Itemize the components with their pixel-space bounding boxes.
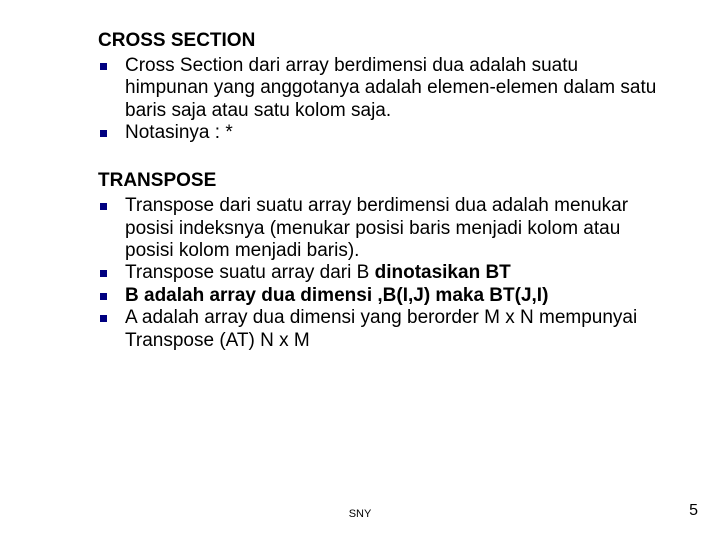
square-bullet-icon [100, 315, 107, 322]
bullet-item: Transpose suatu array dari B dinotasikan… [98, 262, 658, 284]
heading-cross-section: CROSS SECTION [98, 30, 658, 53]
bullet-text: B adalah array dua dimensi ,B(I,J) maka … [125, 285, 658, 307]
section-transpose: TRANSPOSE Transpose dari suatu array ber… [98, 170, 658, 352]
bullet-text: Notasinya : * [125, 122, 658, 144]
square-bullet-icon [100, 270, 107, 277]
heading-transpose: TRANSPOSE [98, 170, 658, 193]
footer-page-number: 5 [689, 502, 698, 520]
square-bullet-icon [100, 203, 107, 210]
section-cross-section: CROSS SECTION Cross Section dari array b… [98, 30, 658, 144]
bullet-item: Transpose dari suatu array berdimensi du… [98, 195, 658, 262]
bullet-text: A adalah array dua dimensi yang berorder… [125, 307, 658, 352]
slide-content: CROSS SECTION Cross Section dari array b… [98, 30, 658, 378]
bullet-item: Cross Section dari array berdimensi dua … [98, 55, 658, 122]
footer-author: SNY [0, 508, 720, 520]
bullet-text: Transpose dari suatu array berdimensi du… [125, 195, 658, 262]
bullet-item: Notasinya : * [98, 122, 658, 144]
bullet-text: Cross Section dari array berdimensi dua … [125, 55, 658, 122]
bullet-text: Transpose suatu array dari B dinotasikan… [125, 262, 658, 284]
square-bullet-icon [100, 293, 107, 300]
bullet-item: B adalah array dua dimensi ,B(I,J) maka … [98, 285, 658, 307]
bullet-item: A adalah array dua dimensi yang berorder… [98, 307, 658, 352]
square-bullet-icon [100, 63, 107, 70]
square-bullet-icon [100, 130, 107, 137]
